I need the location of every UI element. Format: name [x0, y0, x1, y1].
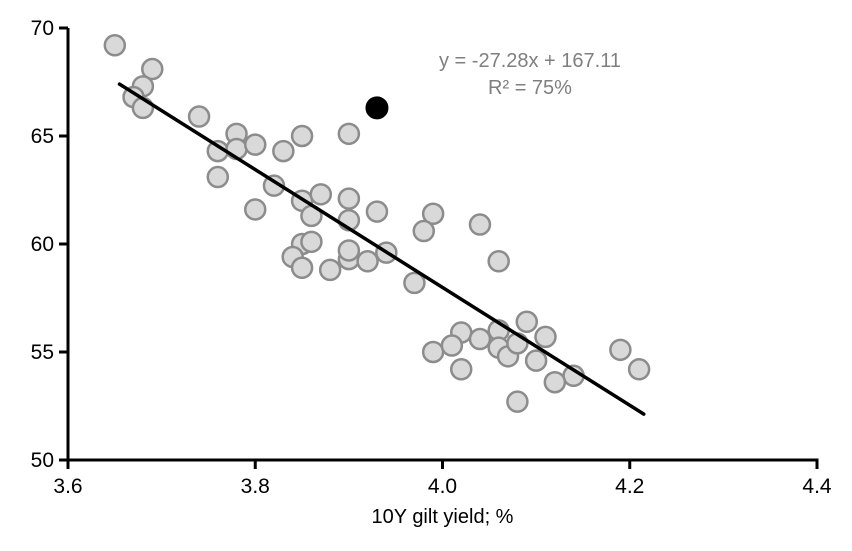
scatter-point	[421, 202, 445, 226]
trendline-annotation: y = -27.28x + 167.11 R² = 75%	[380, 48, 680, 102]
r-squared-text: R² = 75%	[488, 77, 572, 99]
scatter-point	[449, 358, 473, 381]
scatter-point	[468, 213, 492, 236]
scatter-point	[356, 250, 379, 273]
scatter-point	[272, 139, 295, 163]
scatter-point	[627, 358, 651, 381]
x-axis-title: 10Y gilt yield; %	[371, 506, 514, 528]
scatter-point	[609, 338, 632, 362]
scatter-point	[337, 122, 361, 146]
scatter-point	[421, 340, 445, 364]
equation-text: y = -27.28x + 167.11	[439, 50, 621, 72]
x-tick-label: 4.0	[428, 475, 457, 498]
y-tick-label: 70	[31, 17, 54, 40]
y-tick-label: 60	[31, 233, 54, 256]
scatter-point	[187, 105, 211, 128]
scatter-point	[506, 390, 529, 413]
x-tick-label: 3.6	[53, 475, 82, 498]
y-tick-label: 50	[31, 449, 54, 472]
scatter-point	[300, 230, 323, 254]
scatter-point	[244, 133, 267, 156]
scatter-point	[309, 183, 333, 206]
scatter-point	[206, 165, 230, 189]
scatter-point	[103, 34, 127, 57]
scatter-point	[515, 310, 539, 334]
scatter-point	[337, 239, 361, 262]
scatter-point	[543, 370, 567, 394]
scatter-point	[290, 256, 314, 280]
scatter-point	[141, 57, 164, 81]
scatter-point	[403, 271, 426, 295]
y-tick-label: 65	[31, 125, 54, 148]
x-tick-label: 4.2	[615, 475, 644, 498]
x-tick-label: 3.8	[241, 475, 270, 498]
scatter-point	[487, 250, 510, 273]
trend-line	[117, 82, 646, 416]
scatter-point	[290, 124, 314, 148]
scatter-point	[412, 219, 436, 243]
scatter-point	[337, 187, 361, 210]
scatter-point	[524, 349, 548, 372]
x-tick-label: 4.4	[802, 475, 832, 498]
scatter-point	[365, 200, 389, 223]
highlight-point	[365, 96, 389, 120]
scatter-point	[468, 327, 492, 351]
scatter-point	[318, 258, 342, 282]
scatter-point	[440, 334, 464, 357]
y-tick-label: 55	[31, 341, 54, 364]
scatter-point	[244, 198, 267, 221]
scatter-point	[534, 325, 557, 349]
